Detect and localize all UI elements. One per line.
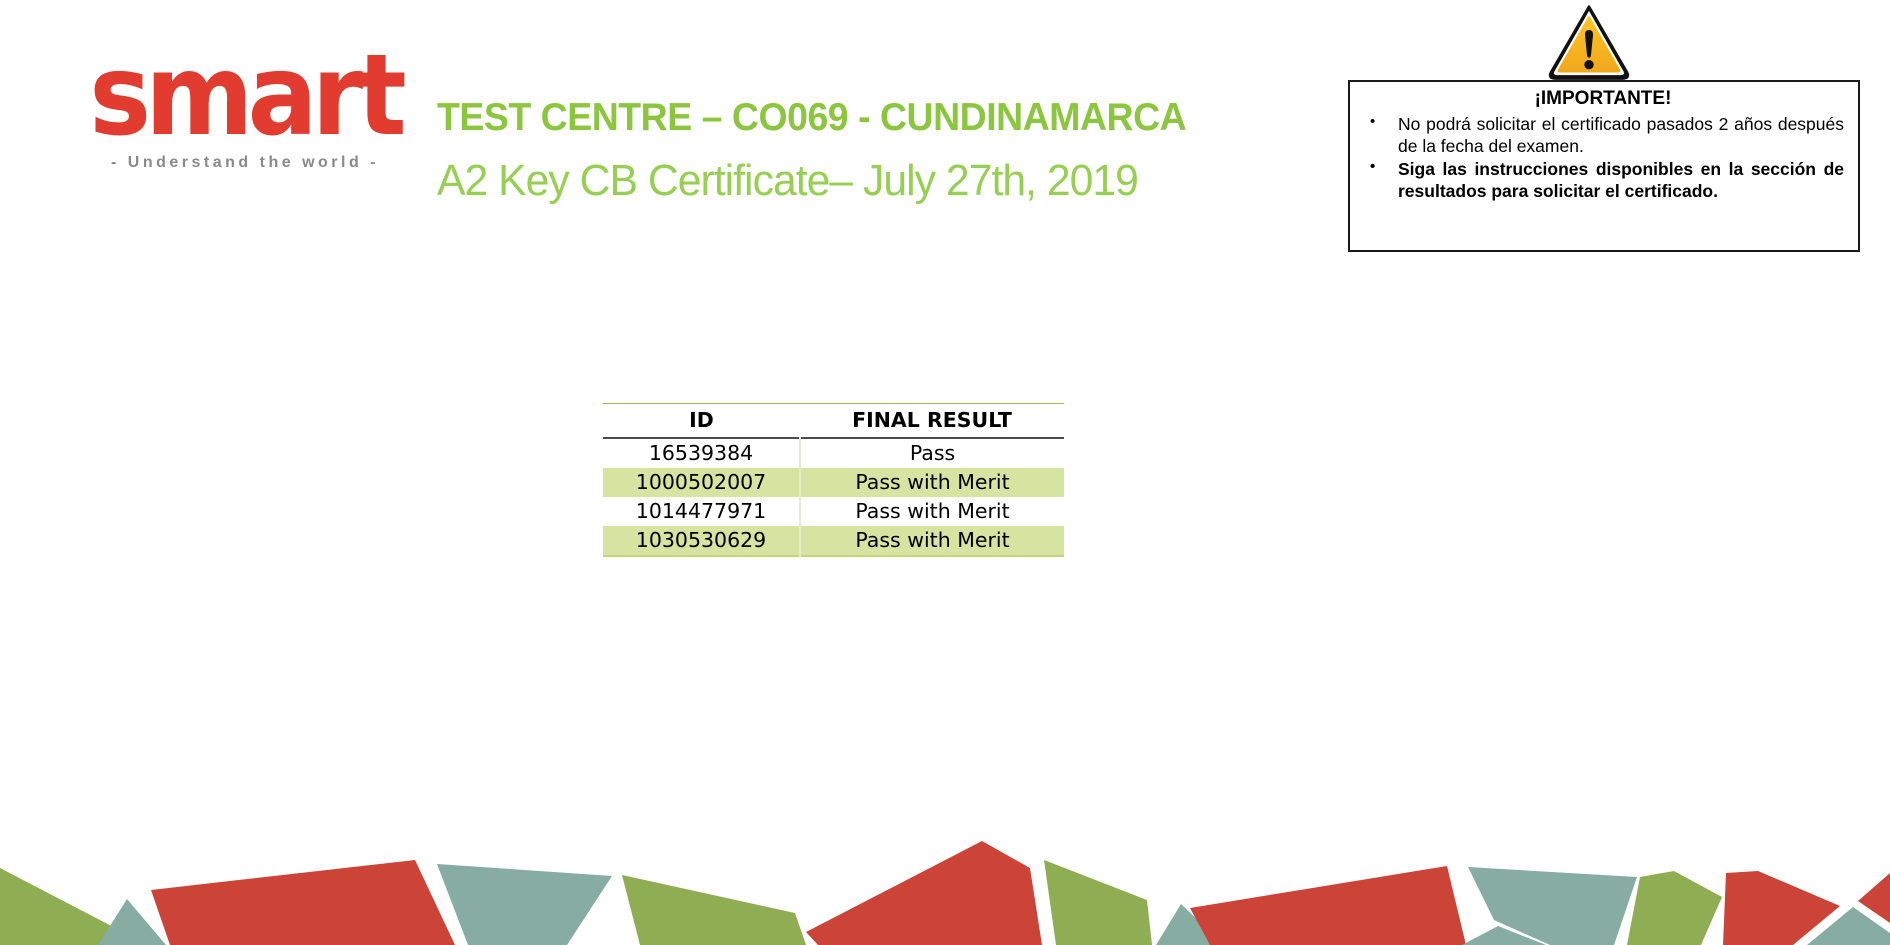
table-row: 1014477971 Pass with Merit xyxy=(603,497,1064,526)
smart-logo-tagline: - Understand the world - xyxy=(111,154,379,172)
id-cell: 1000502007 xyxy=(603,468,801,497)
bullet-icon: • xyxy=(1370,113,1376,130)
smart-logo-text: smart xyxy=(89,29,406,161)
final-result-cell: Pass with Merit xyxy=(855,499,1010,523)
table-row: 16539384 Pass xyxy=(603,438,1064,468)
id-cell: 1014477971 xyxy=(603,497,801,526)
results-table: ID FINAL RESULT 16539384 Pass 1000502007 Pa… xyxy=(603,403,1064,557)
table-row: 1030530629 Pass with Merit xyxy=(603,526,1064,556)
notice-title: ¡IMPORTANTE! xyxy=(1534,88,1672,109)
results-table-body: 16539384 Pass 1000502007 Pass with Merit 101… xyxy=(603,438,1064,556)
final-result-cell: Pass xyxy=(909,441,956,465)
column-header-id: ID xyxy=(603,403,800,438)
notice-item: • Siga las instrucciones disponibles en l… xyxy=(1362,158,1844,203)
final-result-cell: Pass with Merit xyxy=(855,528,1010,552)
header-titles: TEST CENTRE – CO069 - CUNDINAMARCA A2 Ke… xyxy=(437,96,1217,206)
important-notice-box: ¡IMPORTANTE! • No podrá solicitar el cert… xyxy=(1348,80,1860,252)
notice-item: • No podrá solicitar el certificado pasad… xyxy=(1362,113,1844,158)
column-header-final-result: FINAL RESULT xyxy=(800,403,1064,438)
id-cell: 16539384 xyxy=(603,438,801,468)
bullet-icon: • xyxy=(1370,157,1376,175)
warning-triangle-icon xyxy=(1548,5,1630,80)
header-row: ID FINAL RESULT xyxy=(603,403,1064,438)
results-table-head: ID FINAL RESULT xyxy=(603,403,1064,438)
notice-list: • No podrá solicitar el certificado pasad… xyxy=(1362,113,1844,203)
notice-item-text: No podrá solicitar el certificado pasado… xyxy=(1398,114,1844,157)
smart-logo: smart - Understand the world - xyxy=(70,33,420,172)
page-title: TEST CENTRE – CO069 - CUNDINAMARCA xyxy=(437,96,1187,139)
bottom-mosaic-decoration xyxy=(0,841,1890,945)
final-result-cell: Pass with Merit xyxy=(855,470,1010,494)
notice-item-text: Siga las instrucciones disponibles en la… xyxy=(1398,158,1844,202)
page-subtitle: A2 Key CB Certificate– July 27th, 2019 xyxy=(437,156,1139,205)
id-cell: 1030530629 xyxy=(603,526,801,556)
table-row: 1000502007 Pass with Merit xyxy=(603,468,1064,497)
